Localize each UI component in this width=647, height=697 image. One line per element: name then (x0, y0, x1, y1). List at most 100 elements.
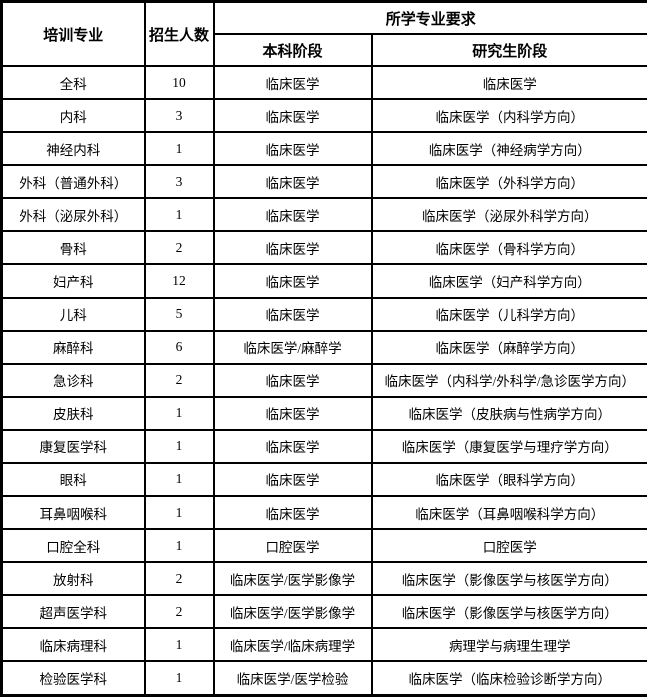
cell-specialty: 超声医学科 (0, 594, 146, 630)
cell-graduate: 临床医学（麻醉学方向） (370, 329, 647, 365)
cell-count: 2 (143, 594, 215, 630)
cell-graduate: 临床医学（康复医学与理疗学方向） (370, 428, 647, 464)
table-row: 急诊科 2 临床医学 临床医学（内科学/外科学/急诊医学方向） (0, 362, 647, 398)
cell-graduate: 临床医学（眼科学方向） (370, 461, 647, 498)
cell-graduate: 临床医学（临床检验诊断学方向） (370, 660, 647, 697)
cell-specialty: 检验医学科 (0, 660, 146, 697)
header-row-1: 培训专业 招生人数 所学专业要求 (0, 0, 647, 67)
cell-count: 10 (143, 64, 215, 101)
cell-count: 1 (143, 528, 215, 564)
cell-count: 1 (143, 660, 215, 697)
cell-specialty: 康复医学科 (0, 428, 146, 464)
cell-specialty: 临床病理科 (0, 627, 146, 663)
table-row: 检验医学科 1 临床医学/医学检验 临床医学（临床检验诊断学方向） (0, 660, 647, 697)
cell-undergrad: 口腔医学 (212, 528, 373, 564)
cell-specialty: 妇产科 (0, 263, 146, 299)
cell-specialty: 皮肤科 (0, 395, 146, 431)
cell-undergrad: 临床医学 (212, 428, 373, 464)
header-major-requirements: 所学专业要求 (212, 0, 647, 35)
table-row: 皮肤科 1 临床医学 临床医学（皮肤病与性病学方向） (0, 395, 647, 431)
cell-specialty: 全科 (0, 64, 146, 101)
cell-count: 5 (143, 296, 215, 332)
table-row: 全科 10 临床医学 临床医学 (0, 64, 647, 101)
cell-undergrad: 临床医学 (212, 495, 373, 531)
header-count: 招生人数 (143, 0, 215, 67)
cell-count: 3 (143, 98, 215, 134)
cell-undergrad: 临床医学 (212, 98, 373, 134)
table-row: 康复医学科 1 临床医学 临床医学（康复医学与理疗学方向） (0, 428, 647, 464)
cell-specialty: 麻醉科 (0, 329, 146, 365)
cell-graduate: 临床医学（内科学/外科学/急诊医学方向） (370, 362, 647, 398)
cell-count: 1 (143, 197, 215, 233)
cell-graduate: 临床医学（儿科学方向） (370, 296, 647, 332)
cell-count: 1 (143, 131, 215, 167)
cell-count: 12 (143, 263, 215, 299)
table-row: 麻醉科 6 临床医学/麻醉学 临床医学（麻醉学方向） (0, 329, 647, 365)
cell-count: 1 (143, 428, 215, 464)
cell-graduate: 临床医学（泌尿外科学方向） (370, 197, 647, 233)
cell-undergrad: 临床医学/医学检验 (212, 660, 373, 697)
cell-specialty: 儿科 (0, 296, 146, 332)
cell-count: 1 (143, 395, 215, 431)
table-header: 培训专业 招生人数 所学专业要求 本科阶段 研究生阶段 (0, 0, 647, 67)
table-row: 临床病理科 1 临床医学/临床病理学 病理学与病理生理学 (0, 627, 647, 663)
cell-undergrad: 临床医学 (212, 362, 373, 398)
cell-specialty: 神经内科 (0, 131, 146, 167)
cell-specialty: 耳鼻咽喉科 (0, 495, 146, 531)
cell-undergrad: 临床医学 (212, 64, 373, 101)
table-body: 全科 10 临床医学 临床医学 内科 3 临床医学 临床医学（内科学方向） 神经内科 1 临床医学临… (0, 64, 647, 697)
cell-undergrad: 临床医学 (212, 197, 373, 233)
table-row: 超声医学科 2 临床医学/医学影像学 临床医学（影像医学与核医学方向） (0, 594, 647, 630)
cell-count: 6 (143, 329, 215, 365)
cell-count: 1 (143, 461, 215, 498)
table-row: 耳鼻咽喉科 1 临床医学 临床医学（耳鼻咽喉科学方向） (0, 495, 647, 531)
cell-count: 3 (143, 164, 215, 200)
header-undergrad-stage: 本科阶段 (212, 33, 373, 67)
cell-specialty: 内科 (0, 98, 146, 134)
cell-specialty: 骨科 (0, 230, 146, 266)
cell-count: 1 (143, 627, 215, 663)
cell-undergrad: 临床医学 (212, 131, 373, 167)
cell-graduate: 临床医学（皮肤病与性病学方向） (370, 395, 647, 431)
cell-graduate: 临床医学（内科学方向） (370, 98, 647, 134)
cell-count: 1 (143, 495, 215, 531)
cell-specialty: 放射科 (0, 561, 146, 597)
table-row: 儿科 5 临床医学 临床医学（儿科学方向） (0, 296, 647, 332)
cell-undergrad: 临床医学 (212, 395, 373, 431)
table-row: 放射科 2 临床医学/医学影像学 临床医学（影像医学与核医学方向） (0, 561, 647, 597)
cell-count: 2 (143, 561, 215, 597)
table-row: 口腔全科 1 口腔医学 口腔医学 (0, 528, 647, 564)
header-row-2: 本科阶段 研究生阶段 (2, 33, 647, 67)
table-row: 妇产科 12 临床医学 临床医学（妇产科学方向） (0, 263, 647, 299)
cell-specialty: 口腔全科 (0, 528, 146, 564)
cell-graduate: 临床医学（外科学方向） (370, 164, 647, 200)
cell-graduate: 临床医学（神经病学方向） (370, 131, 647, 167)
table-row: 内科 3 临床医学 临床医学（内科学方向） (0, 98, 647, 134)
cell-specialty: 外科（泌尿外科） (0, 197, 146, 233)
cell-count: 2 (143, 230, 215, 266)
cell-graduate: 临床医学（妇产科学方向） (370, 263, 647, 299)
cell-graduate: 临床医学（骨科学方向） (370, 230, 647, 266)
cell-specialty: 外科（普通外科） (0, 164, 146, 200)
cell-undergrad: 临床医学/医学影像学 (212, 594, 373, 630)
cell-undergrad: 临床医学/临床病理学 (212, 627, 373, 663)
table-row: 神经内科 1 临床医学 临床医学（神经病学方向） (0, 131, 647, 167)
cell-undergrad: 临床医学 (212, 296, 373, 332)
table-row: 外科（普通外科） 3 临床医学 临床医学（外科学方向） (0, 164, 647, 200)
cell-undergrad: 临床医学 (212, 164, 373, 200)
cell-specialty: 眼科 (0, 461, 146, 498)
cell-graduate: 临床医学（耳鼻咽喉科学方向） (370, 495, 647, 531)
cell-undergrad: 临床医学/麻醉学 (212, 329, 373, 365)
cell-count: 2 (143, 362, 215, 398)
cell-graduate: 临床医学 (370, 64, 647, 101)
header-specialty: 培训专业 (0, 0, 146, 67)
cell-undergrad: 临床医学 (212, 461, 373, 498)
cell-specialty: 急诊科 (0, 362, 146, 398)
cell-undergrad: 临床医学 (212, 230, 373, 266)
cell-undergrad: 临床医学/医学影像学 (212, 561, 373, 597)
table-row: 骨科 2 临床医学 临床医学（骨科学方向） (0, 230, 647, 266)
cell-graduate: 临床医学（影像医学与核医学方向） (370, 594, 647, 630)
cell-graduate: 病理学与病理生理学 (370, 627, 647, 663)
table-row: 外科（泌尿外科） 1 临床医学 临床医学（泌尿外科学方向） (0, 197, 647, 233)
